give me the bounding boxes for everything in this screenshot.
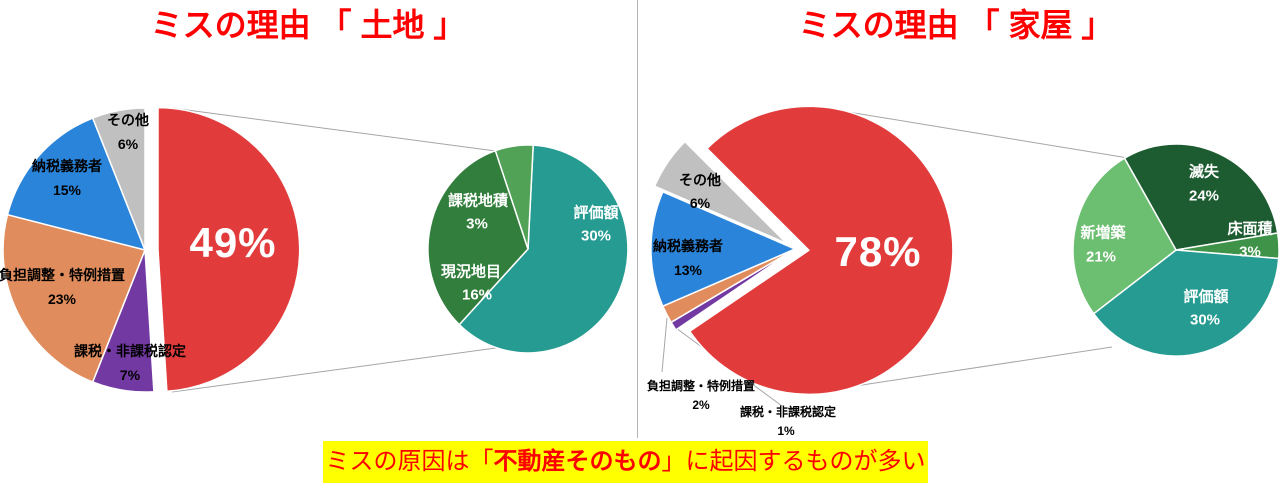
- slice-label: 課税・非課税認定: [74, 343, 186, 359]
- pie-slice-負担調整・特例措置: [2, 213, 146, 383]
- slice-label: 課税・非課税認定: [739, 405, 837, 419]
- slice-label: 6%: [689, 195, 711, 211]
- slice-label: 49%: [189, 219, 277, 266]
- pie-slice-現況地目: [427, 149, 529, 326]
- slice-label: 3%: [466, 215, 488, 233]
- series-connector-line: [811, 105, 1129, 159]
- pie-slice-78%: [689, 105, 954, 396]
- banner-text: 「: [469, 448, 494, 475]
- series-connector-line: [815, 346, 1113, 393]
- slice-label: 床面積: [1227, 220, 1273, 238]
- pie-slice-評価額: [458, 144, 629, 354]
- slice-label: 新増築: [1080, 224, 1126, 242]
- land-secondary-pie: [427, 144, 629, 354]
- banner-emphasis-text: 不動産そのもの: [493, 448, 662, 475]
- pie-slice-その他: [653, 140, 788, 245]
- slice-label: 30%: [580, 227, 612, 245]
- slice-label: 16%: [461, 286, 493, 304]
- slice-label: 7%: [119, 367, 141, 383]
- slice-label: 13%: [673, 262, 703, 278]
- slice-label: 6%: [117, 136, 139, 152]
- chart-title-house: ミスの理由 「 家屋 」: [798, 7, 1114, 43]
- slice-label: 2%: [692, 398, 710, 412]
- slice-label: 負担調整・特例措置: [646, 379, 756, 393]
- pie-slice-滅失: [1123, 143, 1279, 251]
- slice-label: 評価額: [1183, 288, 1229, 306]
- house-secondary-pie: [1072, 143, 1280, 357]
- slice-label: 負担調整・特例措置: [0, 267, 125, 283]
- series-connector-line: [171, 346, 504, 393]
- slice-label: 課税地積: [447, 192, 509, 210]
- slice-label: 現況地目: [440, 263, 502, 281]
- banner-text: ミスの原因は: [325, 448, 470, 475]
- chart-title-land: ミスの理由 「 土地 」: [150, 7, 466, 43]
- slice-label: その他: [679, 172, 721, 188]
- slice-label: 評価額: [573, 204, 619, 222]
- banner-text: 」: [661, 448, 686, 475]
- land-main-pie: [2, 106, 301, 393]
- series-connector-line: [171, 107, 504, 153]
- divider-line: [637, 0, 638, 438]
- pie-slice-納税義務者: [6, 117, 146, 251]
- pie-slice-その他: [91, 107, 146, 251]
- slice-label: その他: [107, 112, 149, 128]
- slice-label: 23%: [47, 291, 77, 307]
- house-main-pie: [650, 105, 954, 396]
- banner-text: に起因するものが多い: [685, 448, 926, 475]
- slice-label: 21%: [1085, 248, 1117, 266]
- slice-label: 納税義務者: [32, 158, 102, 174]
- pie-slice-49%: [157, 106, 301, 393]
- slice-label: 納税義務者: [653, 238, 723, 254]
- conclusion-banner: ミスの原因は「不動産そのもの」に起因するものが多い: [323, 441, 928, 483]
- slice-label: 24%: [1188, 187, 1220, 205]
- pie-slice-納税義務者: [650, 191, 796, 307]
- pie-slice-新増築: [1072, 157, 1177, 315]
- slice-label: 滅失: [1188, 163, 1220, 181]
- slice-label: 15%: [52, 182, 82, 198]
- pie-slice-課税地積: [494, 144, 534, 250]
- slice-label: 78%: [834, 228, 922, 275]
- slice-label: 1%: [777, 424, 795, 438]
- pie-slice-評価額: [1092, 249, 1280, 357]
- label-leader-line: [661, 317, 668, 373]
- slice-label: 3%: [1239, 243, 1261, 261]
- slice-label: 30%: [1189, 311, 1221, 329]
